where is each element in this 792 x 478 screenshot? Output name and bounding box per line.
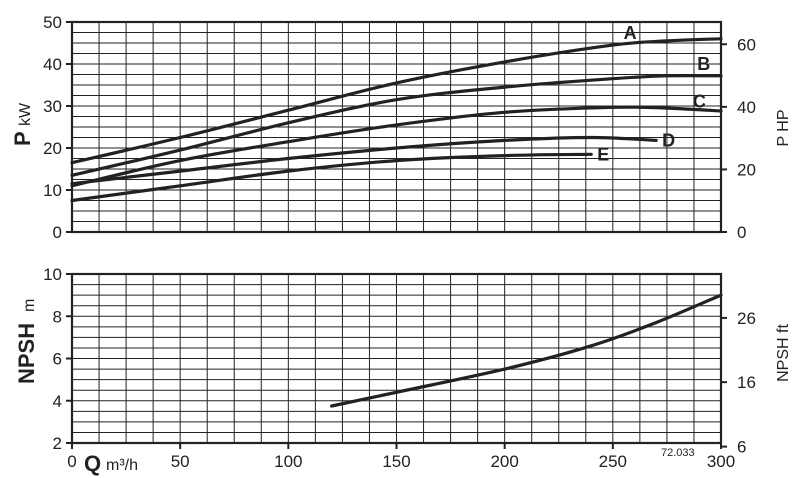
- y2-tick-label: 40: [737, 98, 756, 117]
- y2-tick-label: 20: [737, 160, 756, 179]
- power-curve-a: [70, 37, 723, 165]
- y-tick-label: 4: [53, 392, 62, 411]
- npsh-curves: [330, 293, 723, 408]
- y2-tick-label: 60: [737, 35, 756, 54]
- y-tick-label: 10: [43, 265, 62, 284]
- axis-labels: P kW P HP NPSH m NPSH ft Q m³/h 72.033: [10, 102, 792, 476]
- y-tick-label: 40: [43, 55, 62, 74]
- power-curve-c: [70, 105, 723, 188]
- y-tick-label: 6: [53, 350, 62, 369]
- y2-tick-label: 0: [737, 223, 746, 242]
- curve-label-b: B: [697, 54, 710, 74]
- power-curve-d: [70, 135, 658, 186]
- y2-tick-label: 16: [737, 373, 756, 392]
- y2-tick-label: 26: [737, 309, 756, 328]
- curve-label-d: D: [662, 130, 675, 150]
- npsh-grid: [70, 272, 723, 445]
- x-tick-label: 200: [490, 452, 518, 471]
- y-tick-label: 30: [43, 97, 62, 116]
- npsh-curve-npsh: [330, 293, 723, 408]
- y-tick-label: 50: [43, 13, 62, 32]
- y-tick-label: 2: [53, 434, 62, 453]
- y-tick-label: 10: [43, 181, 62, 200]
- x-tick-label: 50: [171, 452, 190, 471]
- x-tick-label: 250: [599, 452, 627, 471]
- npsh-ft-axis-title: NPSH ft: [775, 324, 792, 382]
- x-tick-label: 300: [707, 452, 735, 471]
- power-grid: [70, 20, 723, 234]
- power-axis-title: P: [10, 131, 35, 146]
- flow-axis-unit: m³/h: [106, 457, 138, 474]
- y-tick-label: 0: [53, 223, 62, 242]
- flow-axis-title: Q: [84, 451, 101, 476]
- y-tick-label: 8: [53, 307, 62, 326]
- curve-label-a: A: [624, 23, 637, 43]
- tick-labels: 0 10 20 30 40 50 0 20 40 60 2 4 6 8 10 6 16 26 0 50 100 150 20…: [43, 13, 756, 471]
- power-hp-axis-title: P HP: [775, 109, 792, 146]
- x-tick-label: 0: [67, 452, 76, 471]
- npsh-axis-unit: m: [21, 299, 38, 312]
- power-axis-unit: kW: [17, 102, 34, 126]
- power-curve-e: [70, 152, 593, 203]
- power-curve-b: [70, 73, 723, 177]
- power-curves: A BCD E: [70, 23, 723, 203]
- curve-label-e: E: [597, 144, 609, 164]
- y-tick-label: 20: [43, 139, 62, 158]
- x-tick-label: 150: [382, 452, 410, 471]
- curve-label-c: C: [693, 91, 706, 111]
- y2-tick-label: 6: [737, 438, 746, 457]
- x-tick-label: 100: [274, 452, 302, 471]
- figure-code: 72.033: [661, 447, 695, 459]
- plot-frame: [70, 20, 723, 234]
- npsh-axis-title: NPSH: [14, 323, 39, 384]
